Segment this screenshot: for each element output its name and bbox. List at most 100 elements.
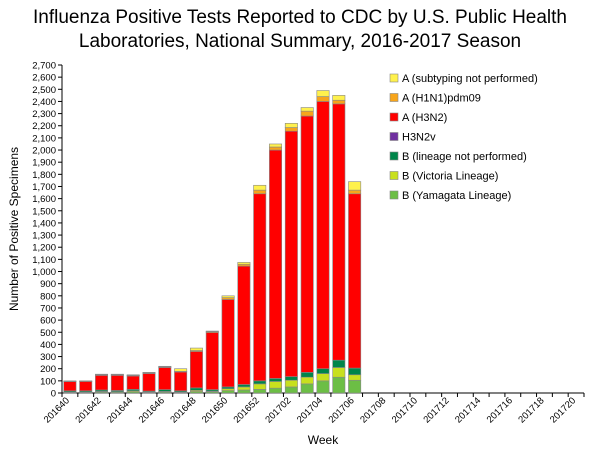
- legend-swatch: [389, 190, 399, 200]
- bar-segment: [221, 390, 235, 394]
- bar-segment: [348, 193, 362, 369]
- bar-segment: [237, 386, 251, 391]
- legend-label: A (H1N1)pdm09: [402, 93, 481, 105]
- bar-segment: [126, 375, 140, 390]
- legend-swatch: [389, 132, 399, 141]
- bar-segment: [284, 130, 298, 377]
- bar-segment: [95, 373, 109, 376]
- y-tick-label: 2,300: [32, 109, 56, 120]
- bar-segment: [142, 372, 156, 374]
- y-tick-label: 0: [51, 389, 56, 400]
- bar-segment: [189, 351, 203, 389]
- bar-segment: [300, 376, 314, 385]
- y-tick-label: 2,100: [32, 133, 56, 144]
- legend-label: A (subtyping not performed): [402, 73, 538, 85]
- y-tick-label: 1,700: [32, 182, 56, 193]
- x-tick-label: 201646: [137, 395, 167, 425]
- legend-label: B (lineage not performed): [402, 151, 527, 163]
- bar-segment: [300, 107, 314, 112]
- bar-segment: [253, 383, 267, 390]
- bar-segment: [269, 146, 283, 151]
- bar-segment: [284, 127, 298, 132]
- bar-segment: [253, 389, 267, 394]
- bar-segment: [79, 381, 93, 392]
- bar-segment: [316, 90, 330, 97]
- bar-segment: [221, 299, 235, 388]
- x-tick-label: 201640: [42, 395, 72, 425]
- bar-segment: [269, 143, 283, 148]
- bar-segment: [284, 386, 298, 394]
- bar-segment: [95, 375, 109, 391]
- bar-segment: [269, 378, 283, 382]
- y-tick-label: 1,500: [32, 206, 56, 217]
- x-tick-label: 201642: [73, 395, 103, 425]
- x-tick-label: 201648: [168, 395, 198, 425]
- bar-segment: [269, 149, 283, 379]
- legend-label: B (Victoria Lineage): [402, 171, 498, 183]
- bar-segment: [110, 373, 124, 376]
- bar-segment: [269, 387, 283, 394]
- y-tick-label: 2,400: [32, 97, 56, 108]
- x-tick-label: 201644: [105, 395, 135, 425]
- bar-segment: [174, 371, 188, 392]
- bar-segment: [348, 181, 362, 191]
- bar-segment: [63, 381, 77, 392]
- y-tick-label: 1,600: [32, 194, 56, 205]
- bar-segment: [237, 384, 251, 388]
- bar-segment: [221, 295, 235, 298]
- bar-segment: [269, 381, 283, 389]
- bar-segment: [205, 332, 219, 390]
- bar-segment: [253, 380, 267, 385]
- bar-segment: [300, 372, 314, 378]
- bar-segment: [300, 383, 314, 394]
- bar-segment: [189, 347, 203, 351]
- bar-segment: [158, 367, 172, 390]
- x-tick-label: 201714: [453, 395, 483, 425]
- y-tick-label: 1,900: [32, 158, 56, 169]
- y-tick-label: 1,400: [32, 218, 56, 229]
- bar-segment: [332, 376, 346, 394]
- y-tick-label: 2,600: [32, 73, 56, 84]
- x-tick-label: 201652: [232, 395, 262, 425]
- y-tick-label: 1,000: [32, 267, 56, 278]
- bar-segment: [205, 330, 219, 332]
- bar-segment: [189, 387, 203, 391]
- y-tick-label: 500: [40, 328, 56, 339]
- bar-segment: [253, 189, 267, 195]
- bar-segment: [348, 189, 362, 195]
- legend-swatch: [389, 171, 399, 180]
- bar-segment: [110, 375, 124, 391]
- bar-segment: [253, 193, 267, 382]
- bar-segment: [316, 101, 330, 370]
- legend-label: A (H3N2): [402, 112, 447, 124]
- bar-segment: [332, 367, 346, 378]
- y-tick-label: 600: [40, 316, 56, 327]
- y-tick-label: 400: [40, 340, 56, 351]
- bar-segment: [332, 103, 346, 361]
- bar-segment: [300, 115, 314, 373]
- y-tick-label: 100: [40, 376, 56, 387]
- bar-segment: [253, 184, 267, 191]
- x-tick-label: 201704: [295, 395, 325, 425]
- x-tick-label: 201720: [548, 395, 578, 425]
- y-tick-label: 700: [40, 303, 56, 314]
- y-tick-label: 1,100: [32, 255, 56, 266]
- bar-segment: [316, 373, 330, 382]
- bar-segment: [284, 379, 298, 388]
- y-tick-label: 1,200: [32, 243, 56, 254]
- legend-swatch: [389, 151, 399, 161]
- y-tick-label: 2,000: [32, 146, 56, 157]
- bar-segment: [142, 373, 156, 392]
- bar-segment: [284, 376, 298, 381]
- x-tick-label: 201718: [516, 395, 546, 425]
- bar-segment: [332, 99, 346, 105]
- bar-segment: [348, 379, 362, 394]
- x-tick-label: 201712: [421, 395, 451, 425]
- y-tick-label: 2,500: [32, 85, 56, 96]
- y-tick-label: 300: [40, 352, 56, 363]
- legend-label: H3N2v: [402, 132, 436, 144]
- bar-segment: [158, 365, 172, 368]
- x-tick-label: 201706: [327, 395, 357, 425]
- x-tick-label: 201702: [263, 395, 293, 425]
